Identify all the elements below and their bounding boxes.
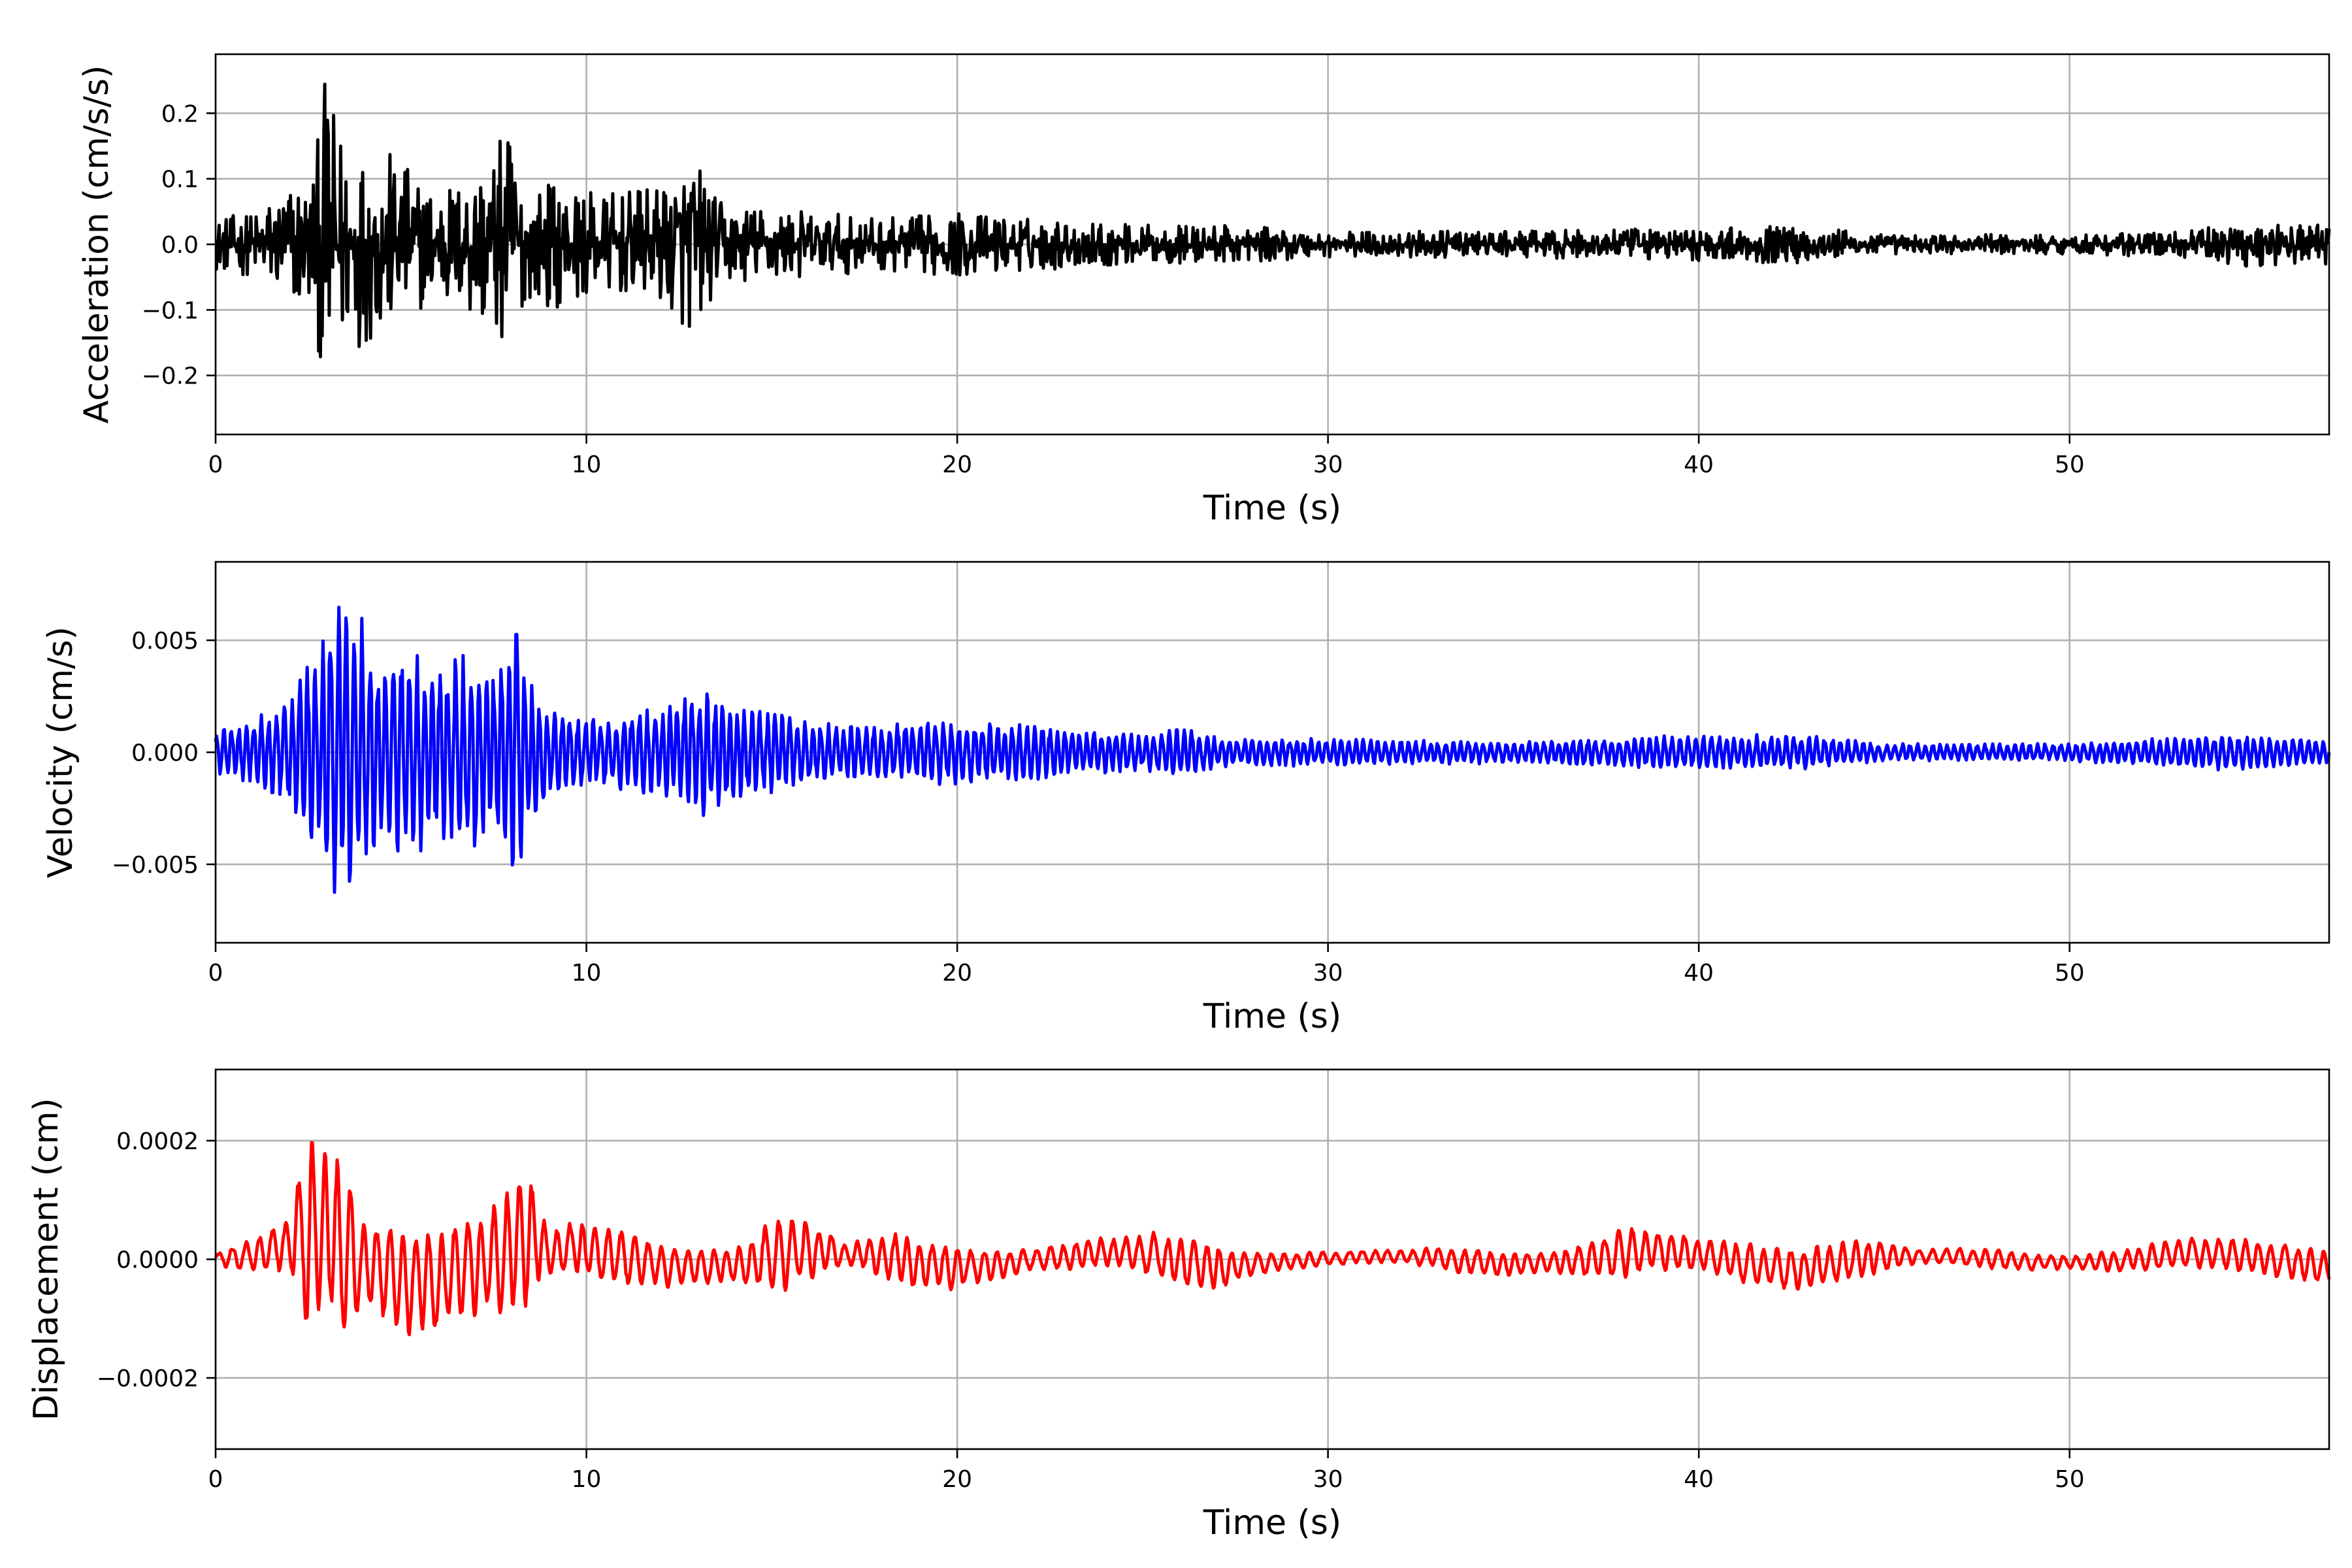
acceleration-panel: 0 10 20 30 40 50 −0.2 −0.1 0.0 0.1 0.2 Time (s) Acce… <box>77 53 2331 528</box>
x-tick-label: 10 <box>572 451 602 478</box>
acceleration-y-axis-label: Acceleration (cm/s/s) <box>77 65 116 424</box>
displacement-x-axis-label: Time (s) <box>1203 1503 1341 1543</box>
y-tick-label: 0.0 <box>161 232 199 259</box>
y-tick-label: 0.000 <box>131 740 199 767</box>
x-tick-label: 0 <box>208 451 223 478</box>
x-tick-label: 30 <box>1313 1466 1343 1493</box>
velocity-y-axis-label: Velocity (cm/s) <box>41 627 80 878</box>
velocity-panel: 0 10 20 30 40 50 −0.005 0.000 0.005 Time (s) Veloc… <box>41 561 2331 1036</box>
x-tick-label: 20 <box>942 1466 972 1493</box>
x-tick-label: 20 <box>942 960 972 987</box>
y-tick-label: −0.005 <box>112 852 199 879</box>
x-tick-label: 30 <box>1313 451 1343 478</box>
x-tick-label: 40 <box>1684 960 1714 987</box>
acceleration-series-line <box>214 82 2331 359</box>
x-tick-label: 20 <box>942 451 972 478</box>
y-tick-label: 0.0000 <box>116 1247 199 1274</box>
x-tick-label: 50 <box>2055 960 2085 987</box>
x-tick-label: 10 <box>572 960 602 987</box>
y-tick-label: 0.1 <box>161 167 199 193</box>
velocity-x-axis-label: Time (s) <box>1203 997 1341 1036</box>
x-tick-label: 0 <box>208 960 223 987</box>
y-tick-label: −0.1 <box>142 297 199 324</box>
y-tick-label: −0.2 <box>142 363 199 390</box>
x-tick-label: 30 <box>1313 960 1343 987</box>
velocity-series-line <box>214 605 2331 894</box>
displacement-y-axis-label: Displacement (cm) <box>27 1098 66 1421</box>
x-tick-label: 40 <box>1684 451 1714 478</box>
y-tick-label: 0.0002 <box>116 1128 199 1155</box>
displacement-series-line <box>214 1141 2331 1337</box>
acceleration-x-axis-label: Time (s) <box>1203 489 1341 528</box>
x-tick-label: 50 <box>2055 451 2085 478</box>
displacement-panel: 0 10 20 30 40 50 −0.0002 0.0000 0.0002 Time (s) Di… <box>27 1068 2331 1543</box>
y-tick-label: −0.0002 <box>97 1365 199 1392</box>
x-tick-label: 50 <box>2055 1466 2085 1493</box>
x-tick-label: 0 <box>208 1466 223 1493</box>
y-tick-label: 0.2 <box>161 101 199 127</box>
y-tick-label: 0.005 <box>131 628 199 655</box>
x-tick-label: 40 <box>1684 1466 1714 1493</box>
x-tick-label: 10 <box>572 1466 602 1493</box>
